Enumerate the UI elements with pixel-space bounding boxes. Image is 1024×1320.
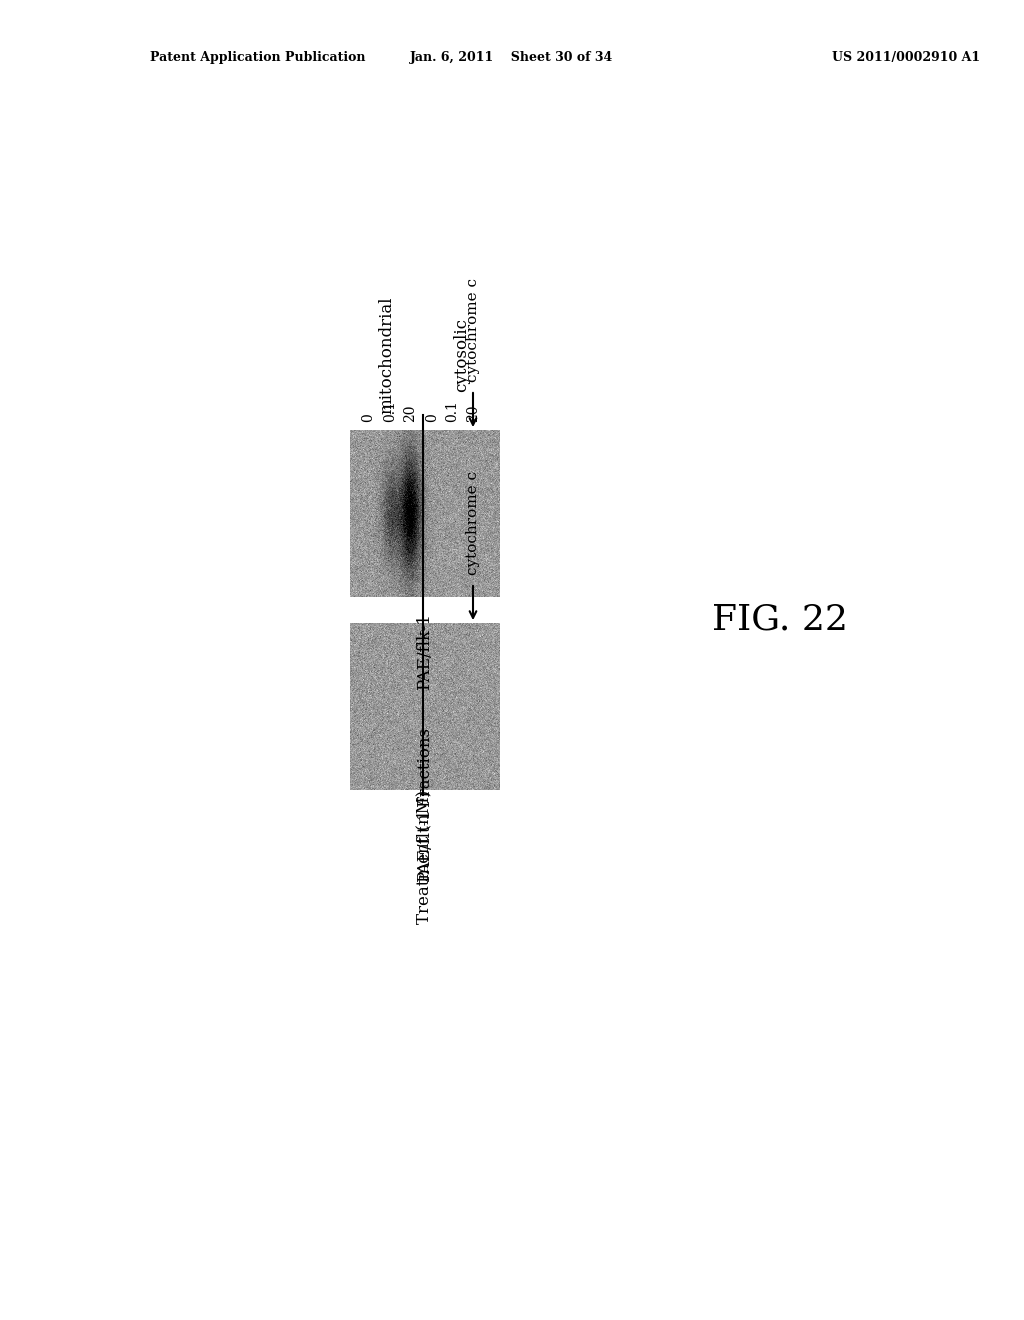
Text: Treatment (nM): Treatment (nM) xyxy=(417,789,433,924)
Text: 0.1: 0.1 xyxy=(445,400,459,422)
Text: cytosolic: cytosolic xyxy=(453,318,470,392)
Text: 20: 20 xyxy=(466,404,480,422)
Text: 0: 0 xyxy=(361,413,375,422)
Text: Jan. 6, 2011    Sheet 30 of 34: Jan. 6, 2011 Sheet 30 of 34 xyxy=(411,51,613,65)
Text: 20: 20 xyxy=(403,404,417,422)
Text: 0.1: 0.1 xyxy=(384,400,397,422)
Text: PAE/flt-1: PAE/flt-1 xyxy=(417,808,433,882)
Text: 0: 0 xyxy=(426,413,439,422)
Text: Fractions: Fractions xyxy=(417,727,433,807)
Text: Patent Application Publication: Patent Application Publication xyxy=(150,51,366,65)
Text: cytochrome c: cytochrome c xyxy=(466,471,480,576)
Text: FIG. 22: FIG. 22 xyxy=(712,603,848,638)
Text: cytochrome c: cytochrome c xyxy=(466,279,480,381)
Text: US 2011/0002910 A1: US 2011/0002910 A1 xyxy=(831,51,980,65)
Text: mitochondrial: mitochondrial xyxy=(378,296,395,413)
Text: PAE/flk-1: PAE/flk-1 xyxy=(417,614,433,690)
